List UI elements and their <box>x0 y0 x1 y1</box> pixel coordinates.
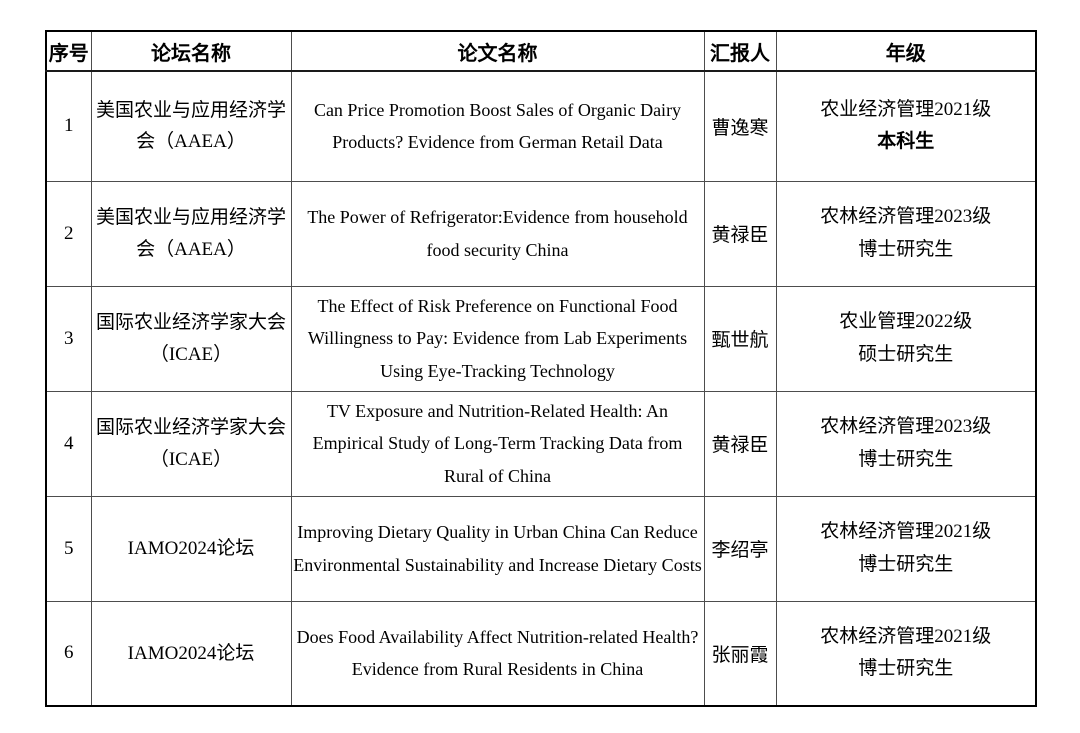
grade-degree: 博士研究生 <box>858 658 954 680</box>
table-body: 1 美国农业与应用经济学会（AAEA） Can Price Promotion … <box>45 70 1037 707</box>
table-row: 6 IAMO2024论坛 Does Food Availability Affe… <box>45 600 1037 707</box>
grade-program: 农林经济管理2023级 <box>820 416 992 438</box>
grade-cell: 农林经济管理2023级 博士研究生 <box>775 180 1037 287</box>
presenter-name: 李绍亭 <box>703 495 777 602</box>
grade-degree: 硕士研究生 <box>858 343 954 365</box>
forum-name: 美国农业与应用经济学会（AAEA） <box>90 70 292 182</box>
grade-cell: 农业经济管理2021级 本科生 <box>775 70 1037 182</box>
table-row: 1 美国农业与应用经济学会（AAEA） Can Price Promotion … <box>45 70 1037 182</box>
grade-degree: 本科生 <box>877 131 935 153</box>
grade-program: 农林经济管理2021级 <box>820 521 992 543</box>
forum-name: 美国农业与应用经济学会（AAEA） <box>90 180 292 287</box>
row-number: 3 <box>45 285 92 392</box>
header-row: 序号 论坛名称 论文名称 汇报人 年级 <box>45 30 1037 72</box>
grade-degree: 博士研究生 <box>858 448 954 470</box>
presenter-name: 黄禄臣 <box>703 390 777 497</box>
table-row: 5 IAMO2024论坛 Improving Dietary Quality i… <box>45 495 1037 602</box>
table-row: 4 国际农业经济学家大会（ICAE） TV Exposure and Nutri… <box>45 390 1037 497</box>
paper-title: Can Price Promotion Boost Sales of Organ… <box>290 70 705 182</box>
paper-title: The Power of Refrigerator:Evidence from … <box>290 180 705 287</box>
table-header: 序号 论坛名称 论文名称 汇报人 年级 <box>45 30 1037 72</box>
grade-degree: 博士研究生 <box>858 238 954 260</box>
grade-program: 农业经济管理2021级 <box>820 98 992 120</box>
grade-cell: 农业管理2022级 硕士研究生 <box>775 285 1037 392</box>
forum-name: IAMO2024论坛 <box>90 600 292 707</box>
header-cell-presenter: 汇报人 <box>703 30 777 72</box>
grade-cell: 农林经济管理2021级 博士研究生 <box>775 600 1037 707</box>
grade-degree: 博士研究生 <box>858 553 954 575</box>
header-cell-grade: 年级 <box>775 30 1037 72</box>
presenter-name: 张丽霞 <box>703 600 777 707</box>
header-cell-paper: 论文名称 <box>290 30 705 72</box>
presenter-name: 黄禄臣 <box>703 180 777 287</box>
grade-program: 农业管理2022级 <box>839 311 973 333</box>
row-number: 1 <box>45 70 92 182</box>
forum-papers-table: 序号 论坛名称 论文名称 汇报人 年级 1 美国农业与应用经济学会（AAEA） … <box>45 30 1037 707</box>
row-number: 4 <box>45 390 92 497</box>
paper-title: The Effect of Risk Preference on Functio… <box>290 285 705 392</box>
table-row: 2 美国农业与应用经济学会（AAEA） The Power of Refrige… <box>45 180 1037 287</box>
presenter-name: 甄世航 <box>703 285 777 392</box>
paper-title: TV Exposure and Nutrition-Related Health… <box>290 390 705 497</box>
row-number: 2 <box>45 180 92 287</box>
header-cell-forum: 论坛名称 <box>90 30 292 72</box>
row-number: 6 <box>45 600 92 707</box>
row-number: 5 <box>45 495 92 602</box>
grade-program: 农林经济管理2023级 <box>820 206 992 228</box>
forum-name: 国际农业经济学家大会（ICAE） <box>90 285 292 392</box>
grade-cell: 农林经济管理2023级 博士研究生 <box>775 390 1037 497</box>
grade-cell: 农林经济管理2021级 博士研究生 <box>775 495 1037 602</box>
forum-name: IAMO2024论坛 <box>90 495 292 602</box>
paper-title: Does Food Availability Affect Nutrition-… <box>290 600 705 707</box>
header-cell-index: 序号 <box>45 30 92 72</box>
paper-title: Improving Dietary Quality in Urban China… <box>290 495 705 602</box>
forum-name: 国际农业经济学家大会（ICAE） <box>90 390 292 497</box>
table-row: 3 国际农业经济学家大会（ICAE） The Effect of Risk Pr… <box>45 285 1037 392</box>
grade-program: 农林经济管理2021级 <box>820 625 992 647</box>
presenter-name: 曹逸寒 <box>703 70 777 182</box>
